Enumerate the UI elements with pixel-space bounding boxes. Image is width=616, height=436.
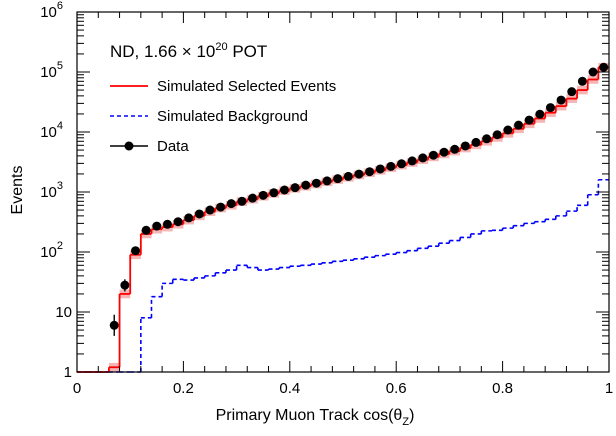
data-point-16 (279, 185, 289, 195)
data-point-31 (439, 147, 449, 157)
data-point-6 (173, 217, 183, 227)
data-point-26 (386, 161, 396, 171)
data-point-21 (333, 174, 343, 184)
y-tick-label-5: 105 (40, 60, 63, 81)
data-point-12 (237, 196, 247, 206)
data-point-14 (258, 190, 268, 200)
x-tick-label-5: 1 (605, 380, 613, 397)
data-point-34 (471, 137, 481, 147)
y-tick-label-2: 102 (40, 240, 63, 261)
legend: Simulated Selected Events Simulated Back… (110, 78, 336, 155)
data-point-15 (269, 188, 279, 198)
data-point-45 (588, 67, 598, 77)
x-tick-label-3: 0.6 (386, 380, 407, 397)
data-point-23 (354, 169, 364, 179)
data-point-19 (311, 178, 321, 188)
data-point-9 (205, 205, 215, 215)
data-point-24 (365, 167, 375, 177)
legend-label-data: Data (157, 138, 189, 155)
x-tick-label-0: 0 (73, 380, 81, 397)
y-tick-label-4: 104 (40, 120, 63, 141)
data-point-13 (248, 193, 258, 203)
y-tick-label-1: 10 (55, 304, 72, 321)
data-point-46 (599, 62, 609, 72)
data-point-1 (120, 280, 130, 290)
data-point-38 (514, 120, 524, 130)
data-point-0 (109, 320, 119, 330)
data-point-35 (482, 134, 492, 144)
x-tick-label-4: 0.8 (492, 380, 513, 397)
data-point-5 (162, 219, 172, 229)
tick-labels-group: 0 0.2 0.4 0.6 0.8 1 1 10 102 103 104 105 106 (40, 0, 613, 397)
data-point-39 (524, 115, 534, 125)
data-point-42 (556, 95, 566, 105)
data-point-17 (290, 183, 300, 193)
data-point-29 (418, 153, 428, 163)
data-point-18 (301, 180, 311, 190)
data-point-10 (216, 202, 226, 212)
data-points-group (109, 62, 609, 336)
x-tick-label-1: 0.2 (173, 380, 194, 397)
data-point-43 (567, 87, 577, 97)
data-point-22 (343, 171, 353, 181)
data-point-4 (152, 221, 162, 231)
data-point-32 (450, 144, 460, 154)
x-axis-title: Primary Muon Track cos(θZ) (216, 407, 415, 428)
legend-swatch-data-marker (124, 141, 134, 151)
data-point-20 (322, 176, 332, 186)
data-point-3 (141, 225, 151, 235)
data-point-37 (503, 125, 513, 135)
data-point-11 (226, 199, 236, 209)
y-tick-label-6: 106 (40, 0, 63, 21)
data-point-7 (184, 213, 194, 223)
x-tick-label-2: 0.4 (279, 380, 300, 397)
data-point-33 (460, 141, 470, 151)
data-point-30 (428, 150, 438, 160)
legend-label-selected: Simulated Selected Events (157, 78, 336, 95)
y-tick-label-3: 103 (40, 180, 63, 201)
data-point-28 (407, 156, 417, 166)
legend-label-background: Simulated Background (157, 108, 308, 125)
data-point-8 (194, 209, 204, 219)
axis-ticks-group (76, 11, 610, 373)
data-point-44 (577, 76, 587, 86)
data-point-41 (545, 103, 555, 113)
data-point-36 (492, 130, 502, 140)
y-axis-title: Events (9, 166, 26, 215)
data-point-25 (375, 164, 385, 174)
data-point-27 (397, 159, 407, 169)
data-point-40 (535, 109, 545, 119)
data-point-2 (131, 246, 141, 256)
pot-annotation: ND, 1.66 × 1020 POT (110, 41, 267, 61)
y-tick-label-0: 1 (64, 364, 72, 381)
